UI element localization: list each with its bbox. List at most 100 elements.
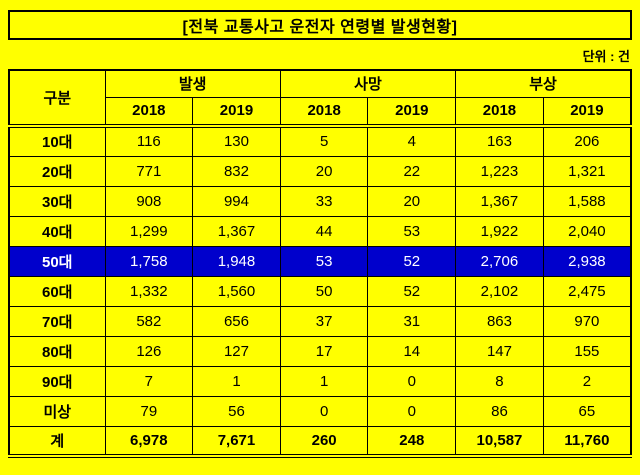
data-cell: 0 [279,395,369,427]
data-cell: 994 [192,185,281,217]
table-row: 30대 908 994 33 20 1,367 1,588 [8,185,632,217]
data-cell: 10,587 [455,425,544,457]
data-cell: 79 [104,395,194,427]
total-row: 계 6,978 7,671 260 248 10,587 11,760 [8,425,632,457]
data-cell: 37 [279,305,369,337]
data-cell: 86 [455,395,544,427]
title-box: [전북 교통사고 운전자 연령별 발생현황] [8,10,632,40]
data-cell: 2,475 [542,275,632,307]
data-cell: 908 [104,185,194,217]
table-body: 10대 116 130 5 4 163 206 20대 771 832 20 22 1,223 1,321… [8,125,632,457]
data-cell: 116 [104,125,194,157]
data-cell: 33 [279,185,369,217]
data-cell: 17 [279,335,369,367]
data-cell: 50 [279,275,369,307]
data-cell: 14 [367,335,457,367]
data-cell: 1,758 [104,245,194,277]
data-cell: 1,332 [104,275,194,307]
data-cell: 206 [542,125,632,157]
data-cell: 8 [455,365,544,397]
data-cell: 11,760 [542,425,632,457]
data-cell: 126 [104,335,194,367]
data-cell: 2,040 [542,215,632,247]
data-cell: 44 [279,215,369,247]
table-row: 40대 1,299 1,367 44 53 1,922 2,040 [8,215,632,247]
data-cell: 248 [367,425,457,457]
table-row: 10대 116 130 5 4 163 206 [8,125,632,157]
page: [전북 교통사고 운전자 연령별 발생현황] 단위 : 건 구분 발생 사망 부… [8,10,632,458]
data-cell: 155 [542,335,632,367]
data-cell: 1,367 [455,185,544,217]
stats-table: 구분 발생 사망 부상 2018 2019 2018 2019 2018 201… [8,69,632,458]
data-cell: 2,938 [542,245,632,277]
table-row: 80대 126 127 17 14 147 155 [8,335,632,367]
data-cell: 1,299 [104,215,194,247]
data-cell: 1 [279,365,369,397]
table-row: 90대 7 1 1 0 8 2 [8,365,632,397]
year-header: 2018 [104,96,194,128]
data-cell: 147 [455,335,544,367]
data-cell: 7,671 [192,425,281,457]
data-cell: 22 [367,155,457,187]
group-header-injury: 부상 [455,69,632,98]
group-header-row: 구분 발생 사망 부상 [8,69,632,128]
data-cell: 1,223 [455,155,544,187]
row-label: 10대 [8,125,106,157]
data-cell: 970 [542,305,632,337]
row-label: 계 [8,425,106,457]
data-cell: 20 [367,185,457,217]
data-cell: 0 [367,395,457,427]
year-header: 2019 [367,96,457,128]
data-cell: 2,102 [455,275,544,307]
data-cell: 260 [279,425,369,457]
data-cell: 2 [542,365,632,397]
row-label: 30대 [8,185,106,217]
row-label: 20대 [8,155,106,187]
data-cell: 53 [367,215,457,247]
page-title: [전북 교통사고 운전자 연령별 발생현황] [182,19,458,36]
data-cell: 6,978 [104,425,194,457]
year-header: 2019 [542,96,632,128]
data-cell: 52 [367,275,457,307]
data-cell: 2,706 [455,245,544,277]
table-row: 70대 582 656 37 31 863 970 [8,305,632,337]
year-header: 2018 [279,96,369,128]
data-cell: 656 [192,305,281,337]
year-header: 2019 [192,96,281,128]
data-cell: 163 [455,125,544,157]
data-cell: 52 [367,245,457,277]
data-cell: 5 [279,125,369,157]
group-header-death: 사망 [279,69,457,98]
year-header: 2018 [455,96,544,128]
data-cell: 65 [542,395,632,427]
data-cell: 1,948 [192,245,281,277]
data-cell: 7 [104,365,194,397]
data-cell: 582 [104,305,194,337]
group-header-occurrence: 발생 [104,69,281,98]
unit-label: 단위 : 건 [582,49,630,64]
row-label: 90대 [8,365,106,397]
row-label: 70대 [8,305,106,337]
row-label: 50대 [8,245,106,277]
table-row: 60대 1,332 1,560 50 52 2,102 2,475 [8,275,632,307]
data-cell: 1,922 [455,215,544,247]
row-label: 40대 [8,215,106,247]
row-label: 미상 [8,395,106,427]
data-cell: 53 [279,245,369,277]
data-cell: 832 [192,155,281,187]
data-cell: 863 [455,305,544,337]
data-cell: 771 [104,155,194,187]
data-cell: 31 [367,305,457,337]
data-cell: 1,321 [542,155,632,187]
year-header-row: 2018 2019 2018 2019 2018 2019 [9,96,632,128]
row-label: 80대 [8,335,106,367]
data-cell: 20 [279,155,369,187]
data-cell: 130 [192,125,281,157]
highlighted-row: 50대 1,758 1,948 53 52 2,706 2,938 [8,245,632,277]
data-cell: 127 [192,335,281,367]
data-cell: 4 [367,125,457,157]
data-cell: 56 [192,395,281,427]
table-row: 20대 771 832 20 22 1,223 1,321 [8,155,632,187]
row-label: 60대 [8,275,106,307]
data-cell: 1 [192,365,281,397]
